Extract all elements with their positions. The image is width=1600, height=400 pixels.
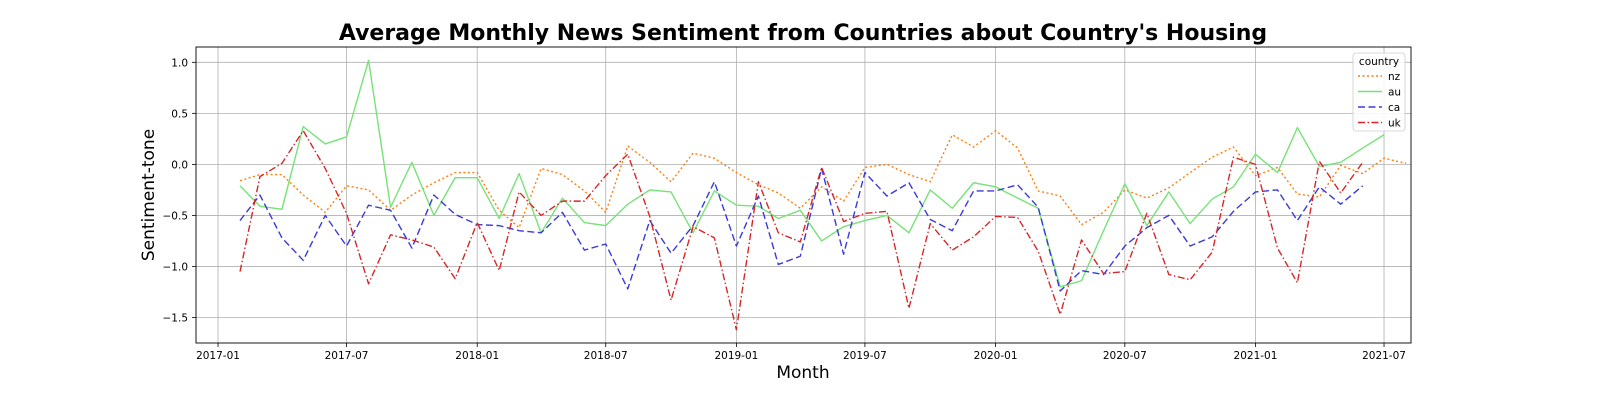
y-tick-label: 0.5 xyxy=(171,108,188,120)
series-line-ca xyxy=(239,167,1364,292)
x-tick-label: 2020-07 xyxy=(1103,350,1147,362)
x-tick-label: 2021-01 xyxy=(1234,350,1278,362)
y-tick-label: −0.5 xyxy=(163,210,189,222)
y-axis-ticks: 1.0 0.5 0.0 −0.5 −1.0 −1.5 xyxy=(163,57,196,324)
y-tick-label: −1.5 xyxy=(163,312,189,324)
y-tick-label: −1.0 xyxy=(163,261,189,273)
x-tick-label: 2018-07 xyxy=(584,350,628,362)
x-axis-label: Month xyxy=(776,363,829,383)
series-line-au xyxy=(239,59,1385,288)
legend: country nz au ca uk xyxy=(1352,52,1406,132)
series-lines xyxy=(239,59,1407,331)
legend-label-au: au xyxy=(1388,87,1401,99)
legend-label-ca: ca xyxy=(1388,102,1400,114)
y-axis-label: Sentiment-tone xyxy=(139,129,159,261)
x-tick-label: 2017-01 xyxy=(196,350,240,362)
x-tick-label: 2021-07 xyxy=(1362,350,1406,362)
x-tick-label: 2019-07 xyxy=(843,350,887,362)
legend-label-nz: nz xyxy=(1388,71,1401,83)
legend-title: country xyxy=(1359,56,1399,68)
x-tick-label: 2018-01 xyxy=(455,350,499,362)
grid xyxy=(196,47,1411,343)
chart-title: Average Monthly News Sentiment from Coun… xyxy=(339,21,1267,46)
legend-label-uk: uk xyxy=(1388,118,1402,130)
y-tick-label: 1.0 xyxy=(171,57,188,69)
x-tick-label: 2019-01 xyxy=(714,350,758,362)
x-tick-label: 2017-07 xyxy=(325,350,369,362)
y-tick-label: 0.0 xyxy=(171,159,188,171)
plot-frame xyxy=(195,46,1412,344)
series-line-nz xyxy=(239,129,1407,229)
series-line-uk xyxy=(239,129,1364,331)
x-axis-ticks: 2017-01 2017-07 2018-01 2018-07 2019-01 2019-… xyxy=(196,343,1406,362)
x-tick-label: 2020-01 xyxy=(974,350,1018,362)
